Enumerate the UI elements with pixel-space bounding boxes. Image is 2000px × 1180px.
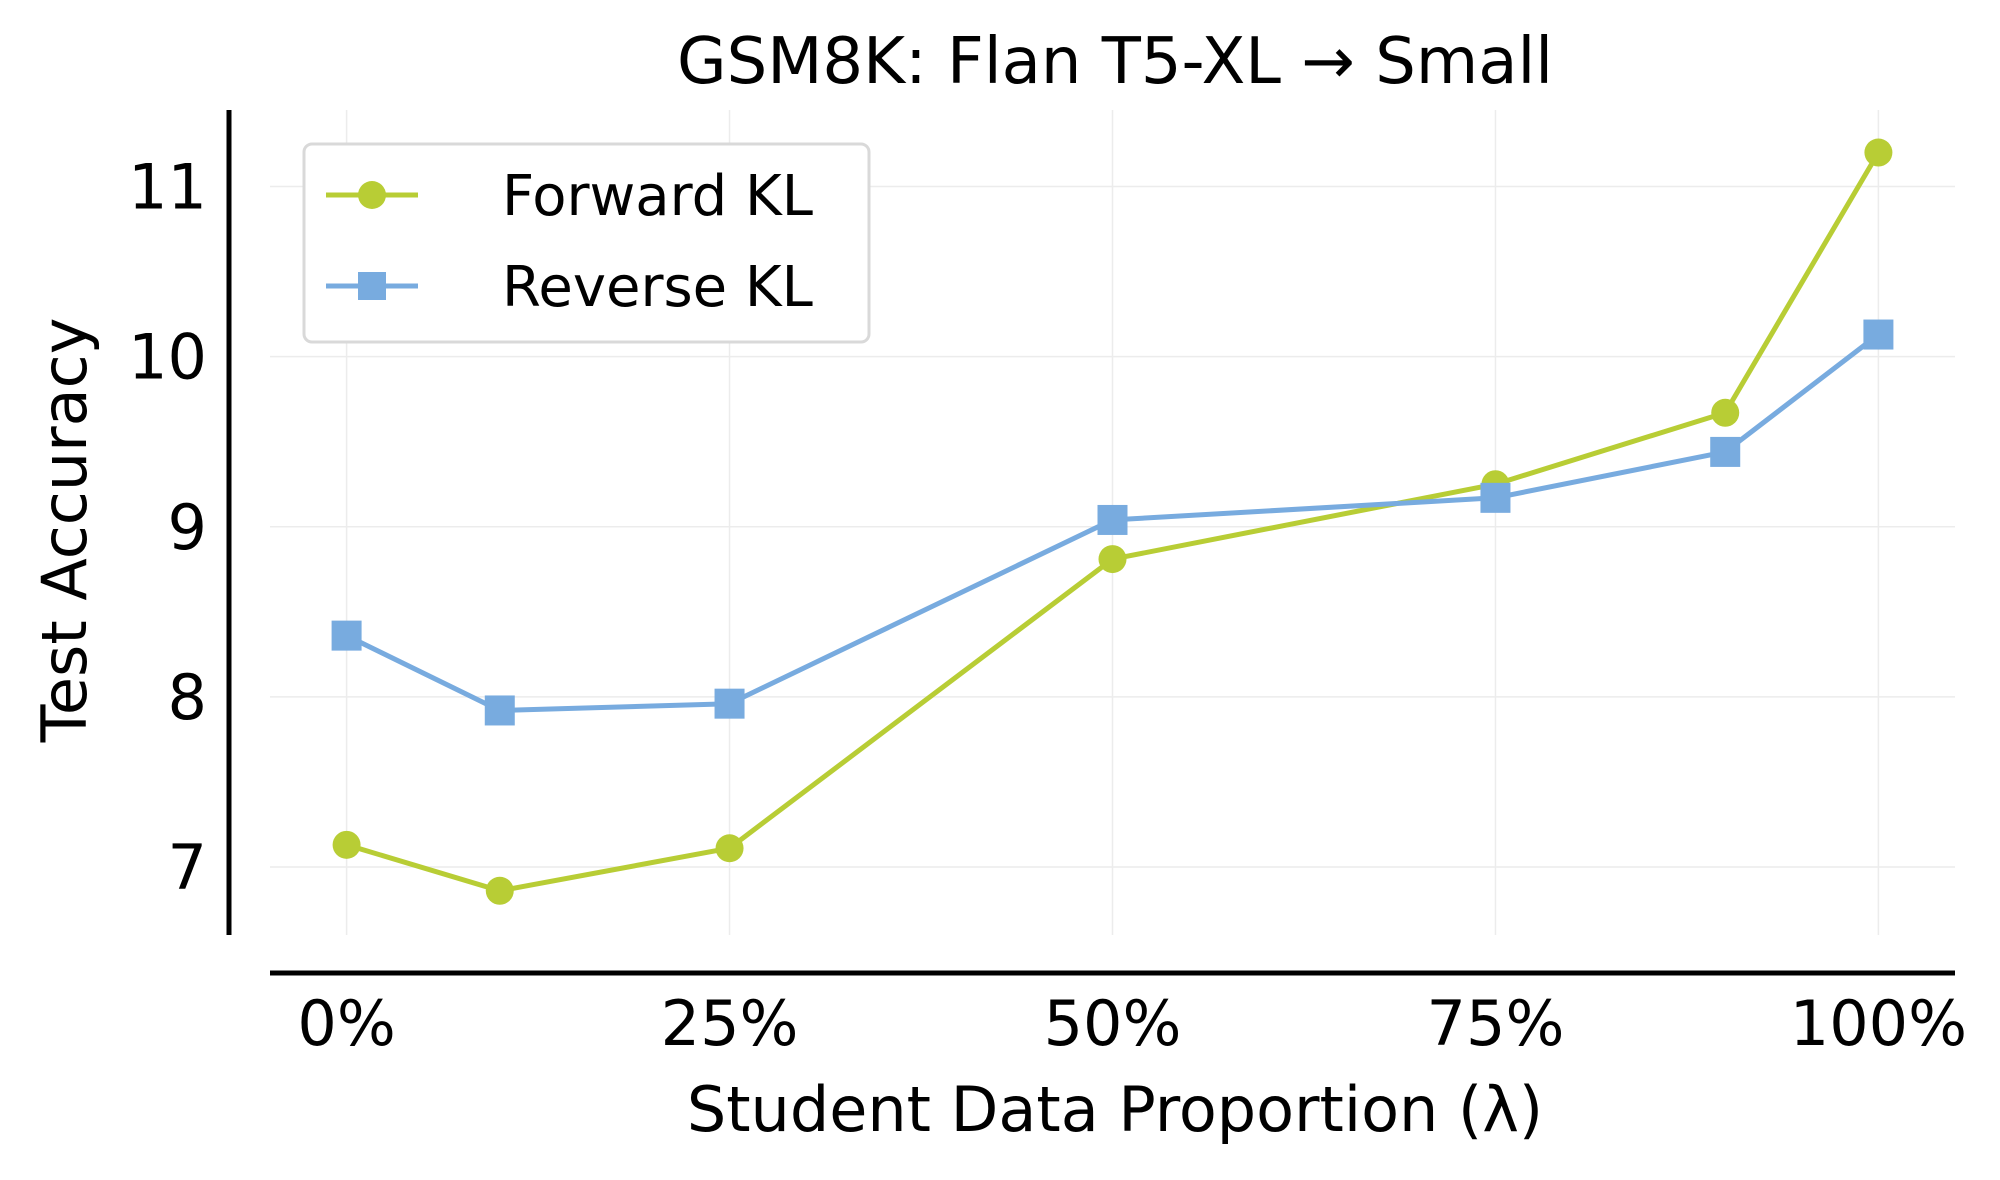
data-point-forward-kl	[1864, 138, 1893, 167]
x-tick-label: 25%	[661, 987, 799, 1060]
grid	[270, 110, 1955, 935]
data-point-reverse-kl	[1863, 319, 1894, 350]
legend-marker-forward-kl	[358, 181, 386, 209]
y-tick-label: 9	[168, 491, 207, 564]
x-tick-label: 0%	[297, 987, 395, 1060]
y-tick-label: 11	[128, 151, 207, 224]
data-point-forward-kl	[1711, 398, 1740, 427]
x-tick-label: 100%	[1790, 987, 1967, 1060]
data-point-reverse-kl	[1480, 482, 1511, 513]
legend-label-forward-kl: Forward KL	[502, 164, 813, 229]
data-point-reverse-kl	[1710, 436, 1741, 467]
data-point-forward-kl	[485, 876, 514, 905]
data-point-forward-kl	[715, 834, 744, 863]
y-tick-label: 8	[168, 661, 207, 734]
y-axis-title: Test Accuracy	[28, 318, 101, 744]
x-tick-label: 50%	[1044, 987, 1182, 1060]
data-point-reverse-kl	[714, 688, 745, 719]
legend-marker-reverse-kl	[358, 272, 386, 300]
data-point-reverse-kl	[1097, 504, 1128, 535]
y-tick-label: 10	[128, 321, 207, 394]
data-point-reverse-kl	[331, 620, 362, 651]
legend: Forward KL Reverse KL	[302, 142, 871, 344]
legend-box	[302, 142, 871, 344]
data-point-reverse-kl	[484, 695, 515, 726]
chart-title: GSM8K: Flan T5-XL → Small	[677, 25, 1553, 99]
x-axis-title: Student Data Proportion (λ)	[687, 1073, 1543, 1146]
y-tick-labels: 7 8 9 10 11	[128, 151, 207, 904]
data-point-forward-kl	[1098, 545, 1127, 574]
y-tick-label: 7	[168, 831, 207, 904]
x-tick-label: 75%	[1427, 987, 1565, 1060]
series-layer	[331, 138, 1894, 905]
x-tick-labels: 0% 25% 50% 75% 100%	[297, 987, 1967, 1060]
data-point-forward-kl	[332, 830, 361, 859]
legend-label-reverse-kl: Reverse KL	[502, 255, 813, 320]
